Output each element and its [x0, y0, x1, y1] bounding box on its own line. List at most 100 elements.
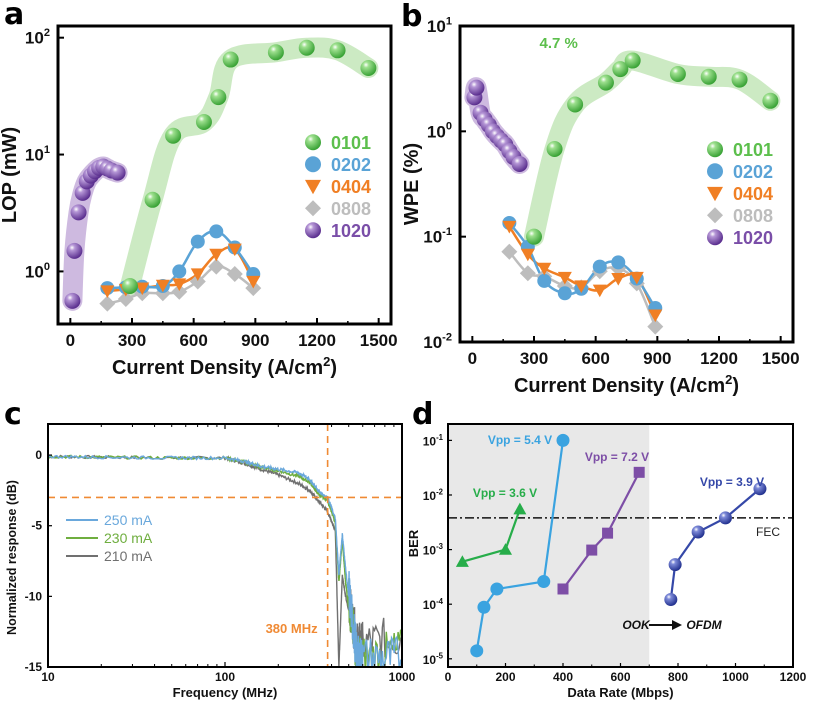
legend-label-1020: 1020 — [733, 228, 773, 248]
y-tick-label: 10-2 — [423, 488, 444, 503]
point-Vpp72V — [586, 544, 598, 556]
x-tick-label: 900 — [643, 349, 671, 368]
y-tick-label: 101 — [25, 144, 50, 165]
point-Vpp72V — [633, 466, 645, 478]
legend-label-0202: 0202 — [331, 155, 371, 175]
x-tick-label: 0 — [445, 670, 452, 684]
point-0101 — [195, 113, 212, 130]
trace-250-mA — [48, 454, 402, 667]
legend-label-0101: 0101 — [733, 140, 773, 160]
y-tick-label: 10-1 — [423, 226, 452, 247]
point-0101 — [597, 74, 614, 91]
x-tick-label: 1200 — [780, 670, 807, 684]
x-tick-label: 600 — [179, 331, 207, 350]
plot-frame — [458, 24, 795, 344]
point-0101 — [329, 42, 346, 59]
y-tick-label: -10 — [25, 589, 43, 603]
point-0404 — [155, 279, 170, 293]
point-Vpp36V — [499, 543, 512, 555]
point-0808 — [226, 266, 243, 283]
x-tick-label: 100 — [215, 670, 235, 684]
legend-label-0808: 0808 — [733, 206, 773, 226]
y-axis-title: Normalized response (dB) — [5, 480, 19, 635]
x-tick-label: 0 — [66, 331, 75, 350]
point-1020 — [468, 79, 485, 96]
peak-wpe-annotation: 4.7 % — [539, 35, 577, 52]
y-tick-label: 10-3 — [423, 542, 444, 557]
x-tick-label: 1000 — [722, 670, 749, 684]
x-tick-label: 600 — [610, 670, 630, 684]
point-Vpp54V — [470, 644, 484, 658]
point-Vpp36V — [455, 555, 469, 567]
series-label-Vpp54V: Vpp = 5.4 V — [488, 433, 552, 447]
legend-label-230-mA: 230 mA — [104, 530, 153, 546]
point-0404 — [502, 220, 517, 234]
legend-label-0101: 0101 — [331, 133, 371, 153]
point-0404 — [574, 280, 589, 294]
y-tick-label: 10-1 — [423, 433, 444, 448]
point-0202 — [611, 255, 626, 270]
y-tick-label: -5 — [31, 519, 42, 533]
point-0404 — [648, 309, 663, 323]
ook-label: OOK — [622, 618, 651, 632]
point-1020 — [66, 242, 83, 259]
plot-area — [48, 454, 402, 667]
panel-letter-b: b — [401, 0, 422, 34]
point-0404 — [227, 243, 242, 257]
point-Vpp54V — [556, 433, 570, 447]
x-tick-label: 1500 — [762, 349, 800, 368]
line-Vpp72V — [562, 471, 641, 590]
y-tick-label: -15 — [25, 660, 43, 674]
y-tick-label: 101 — [427, 15, 452, 36]
x-axis-title: Frequency (MHz) — [173, 685, 278, 700]
plot-area — [62, 37, 379, 312]
legend-marker-0202 — [305, 156, 321, 173]
plot-frame — [56, 24, 393, 326]
point-0404 — [629, 271, 644, 285]
legend-label-0404: 0404 — [733, 184, 773, 204]
x-axis-title: Data Rate (Mbps) — [567, 685, 673, 700]
legend-marker-1020 — [305, 222, 321, 239]
x-tick-label: 10 — [41, 670, 55, 684]
panel-letter-a: a — [4, 0, 24, 32]
panel-a-lop-chart: 0 300 600 900 1200 1500 100 101 102 Current Densi… — [0, 24, 398, 379]
panel-letter-c: c — [4, 397, 22, 432]
point-0404 — [611, 272, 626, 286]
point-0202 — [537, 273, 552, 288]
panel-c-frequency-response-chart: 380 MHz 10 100 1000 0 -5 -10 -15 Frequency (MHz)… — [5, 423, 416, 700]
legend-marker-0101 — [305, 134, 321, 151]
x-tick-label: 800 — [668, 670, 688, 684]
point-0202 — [592, 259, 607, 274]
point-0404 — [135, 282, 150, 296]
y-tick-label: 10-4 — [423, 597, 444, 612]
point-0101 — [121, 278, 138, 295]
point-Vpp39V — [664, 592, 678, 606]
y-tick-label: 102 — [25, 27, 50, 48]
point-0808 — [189, 273, 206, 290]
point-0808 — [171, 283, 188, 300]
point-0101 — [762, 92, 779, 109]
point-0808 — [99, 295, 116, 312]
y-tick-label: 100 — [25, 261, 50, 282]
trace-230-mA — [48, 454, 402, 667]
point-0101 — [144, 191, 161, 208]
point-0101 — [731, 71, 748, 88]
point-0101 — [546, 140, 563, 157]
point-1020 — [70, 204, 87, 221]
point-Vpp39V — [668, 558, 682, 572]
point-0101 — [360, 60, 377, 77]
x-tick-label: 600 — [581, 349, 609, 368]
point-Vpp54V — [477, 600, 491, 614]
point-0101 — [165, 127, 182, 144]
plot-area — [464, 50, 781, 335]
x-tick-label: 300 — [520, 349, 548, 368]
point-0404 — [537, 262, 552, 276]
point-0101 — [612, 61, 629, 78]
legend-marker-0808 — [305, 200, 321, 217]
legend-marker-0404 — [707, 186, 723, 202]
y-tick-label: 100 — [427, 121, 452, 142]
point-0202 — [209, 224, 224, 239]
ofdm-label: OFDM — [686, 618, 722, 632]
point-Vpp39V — [718, 511, 732, 525]
legend-marker-0202 — [707, 163, 723, 180]
